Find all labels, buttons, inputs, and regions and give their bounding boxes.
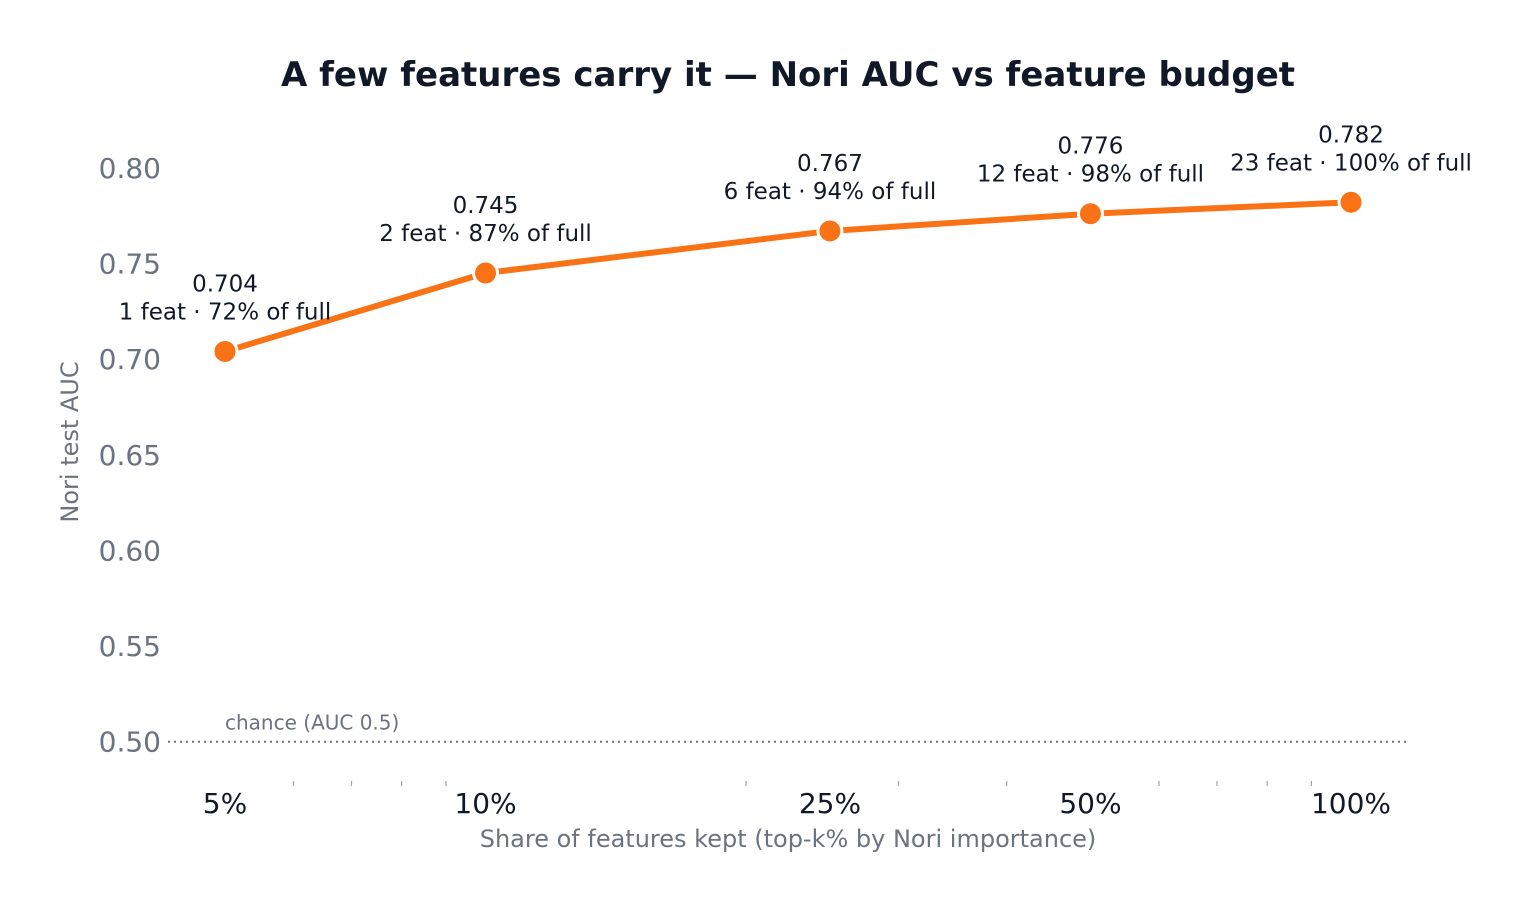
chance-reference-label: chance (AUC 0.5) (225, 711, 399, 735)
data-point (816, 217, 844, 245)
point-value-label: 0.704 (192, 271, 258, 297)
y-tick-label: 0.50 (99, 726, 161, 759)
point-value-label: 0.767 (797, 151, 863, 177)
point-annotation: 1 feat · 72% of full (119, 299, 332, 325)
y-axis: 0.50 0.55 0.60 0.65 0.70 0.75 0.80 (99, 152, 161, 759)
y-tick-label: 0.55 (99, 630, 161, 663)
data-point (472, 259, 500, 287)
y-tick-label: 0.65 (99, 439, 161, 472)
x-tick-label: 5% (203, 787, 247, 820)
point-annotation: 12 feat · 98% of full (977, 162, 1204, 188)
point-value-label: 0.776 (1058, 134, 1124, 160)
chart-title: A few features carry it — Nori AUC vs fe… (281, 55, 1295, 95)
reference-layer: chance (AUC 0.5) (168, 711, 1406, 743)
x-tick-label: 25% (799, 787, 861, 820)
point-annotation: 23 feat · 100% of full (1230, 150, 1472, 176)
y-tick-label: 0.70 (99, 343, 161, 376)
data-point (1337, 188, 1365, 216)
data-point (1076, 200, 1104, 228)
y-axis-label: Nori test AUC (56, 361, 84, 522)
x-tick-label: 10% (454, 787, 516, 820)
y-tick-label: 0.75 (99, 247, 161, 280)
x-axis-label: Share of features kept (top-k% by Nori i… (480, 825, 1097, 853)
data-point (211, 337, 239, 365)
x-tick-label: 100% (1311, 787, 1391, 820)
point-value-label: 0.745 (453, 193, 519, 219)
x-axis: 5% 10% 25% 50% 100% (203, 781, 1391, 820)
series-layer (211, 188, 1365, 365)
y-tick-label: 0.80 (99, 152, 161, 185)
point-annotation: 2 feat · 87% of full (379, 221, 592, 247)
x-tick-label: 50% (1059, 787, 1121, 820)
point-value-label: 0.782 (1318, 122, 1384, 148)
point-annotation: 6 feat · 94% of full (724, 179, 937, 205)
y-tick-label: 0.60 (99, 534, 161, 567)
